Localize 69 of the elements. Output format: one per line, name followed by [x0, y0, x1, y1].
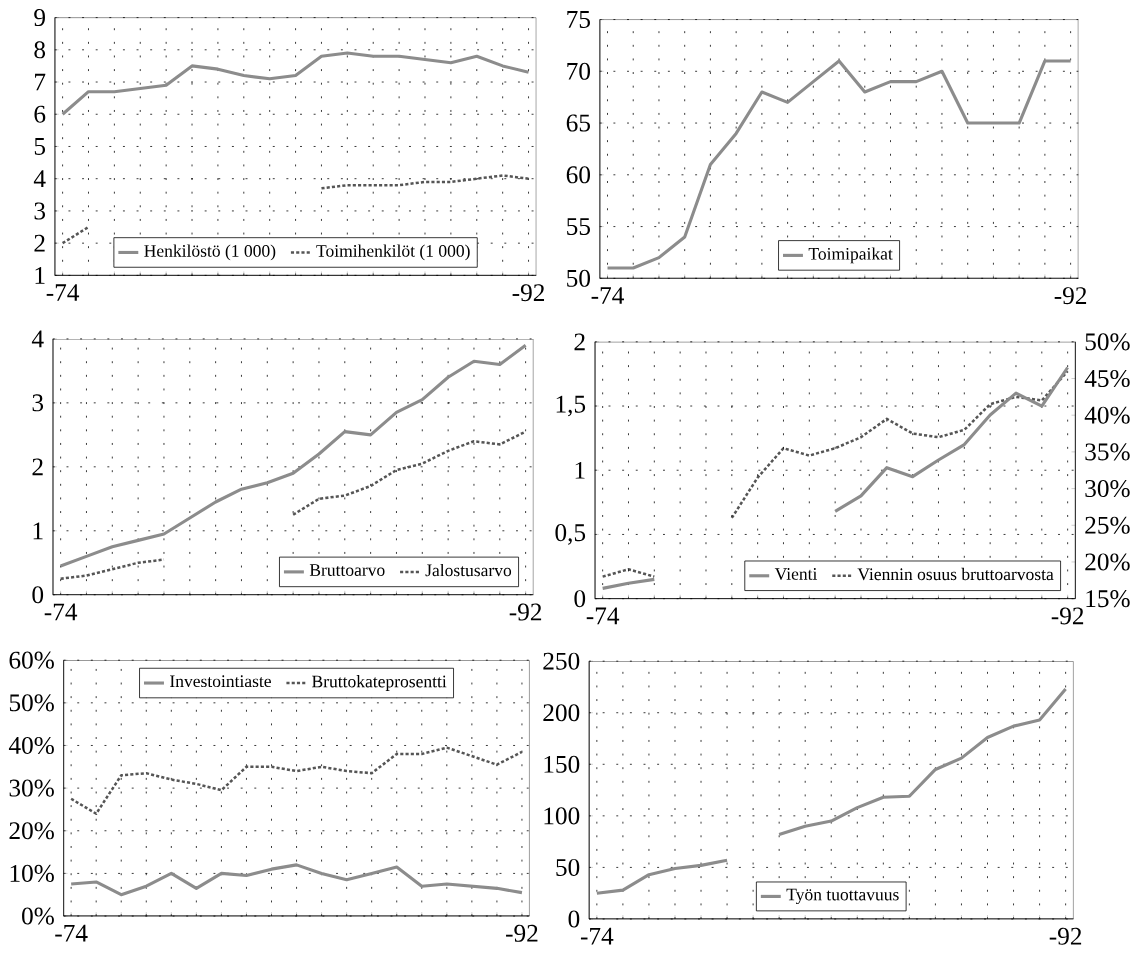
legend-label: Bruttokateprosentti: [312, 674, 447, 691]
y-tick-label: 0: [574, 590, 586, 608]
y-tick-label: 2: [574, 333, 585, 351]
x-tick-label: -92: [512, 284, 545, 302]
y-tick-label: 7: [35, 73, 46, 91]
x-tick-label: -74: [580, 927, 614, 945]
y-tick-label: 20%: [9, 822, 54, 840]
y-tick-label: 60%: [9, 651, 54, 669]
y2-tick-label: 45%: [1084, 369, 1130, 387]
y2-tick-label: 35%: [1085, 443, 1130, 461]
legend-label: Toimihenkilöt (1 000): [316, 244, 470, 261]
y2-tick-label: 50%: [1085, 333, 1130, 351]
y-tick-label: 40%: [8, 736, 54, 754]
y2-tick-label: 25%: [1085, 516, 1130, 534]
y-tick-label: 150: [544, 755, 580, 773]
y-tick-label: 8: [34, 41, 46, 59]
y2-tick-label: 30%: [1085, 479, 1130, 498]
legend-label: Investointiaste: [170, 675, 271, 688]
y-tick-label: 0: [32, 586, 44, 604]
y-tick-label: 2: [34, 234, 45, 252]
y-tick-label: 9: [34, 8, 45, 26]
x-tick-label: -74: [55, 924, 88, 942]
legend-label: Jalostusarvo: [425, 563, 512, 577]
legend-label: Työn tuottavuus: [786, 888, 899, 904]
x-tick-label: -74: [46, 284, 80, 301]
y-tick-label: 2: [32, 458, 43, 476]
y2-tick-label: 15%: [1086, 589, 1130, 608]
y-tick-label: 65: [566, 114, 590, 132]
y-tick-label: 1: [575, 461, 585, 479]
y-tick-label: 4: [33, 170, 46, 187]
x-tick-label: -74: [586, 607, 620, 625]
legend-label: Toimipaikat: [808, 247, 893, 264]
x-tick-label: -74: [44, 603, 78, 621]
legend-label: Viennin osuus bruttoarvosta: [857, 567, 1054, 581]
y-tick-label: 200: [543, 704, 580, 722]
y-tick-label: 1: [33, 522, 43, 540]
y-tick-label: 1: [35, 266, 45, 284]
x-tick-label: -92: [1049, 927, 1082, 945]
x-tick-label: -92: [506, 924, 538, 942]
y2-tick-label: 40%: [1084, 406, 1130, 424]
y-tick-label: 30%: [9, 779, 54, 797]
y-tick-label: 55: [567, 218, 590, 235]
line-series: [61, 51, 531, 116]
y-tick-label: 0%: [22, 907, 54, 925]
y-tick-label: 0,5: [555, 523, 586, 545]
y-tick-label: 10%: [10, 864, 54, 882]
y-tick-label: 0: [568, 910, 580, 928]
y-tick-label: 250: [543, 652, 580, 670]
y-tick-label: 3: [34, 202, 46, 220]
legend-label: Vienti: [774, 567, 818, 580]
y-tick-label: 75: [567, 11, 590, 28]
y-tick-label: 50: [567, 269, 591, 287]
x-tick-label: -92: [1051, 607, 1084, 625]
y-tick-label: 50%: [9, 694, 54, 712]
legend-label: Bruttoarvo: [309, 564, 385, 576]
y-tick-label: 3: [32, 394, 44, 412]
y-tick-label: 60: [566, 166, 591, 184]
y-tick-label: 50: [556, 858, 580, 876]
x-tick-label: -92: [1054, 287, 1087, 305]
legend-label: Henkilöstö (1 000): [144, 244, 276, 261]
y-tick-label: 100: [544, 807, 580, 825]
x-tick-label: -92: [509, 603, 542, 621]
y-tick-label: 1,5: [556, 395, 586, 417]
y-tick-label: 6: [34, 105, 46, 123]
y-tick-label: 70: [567, 62, 591, 80]
y-tick-label: 5: [34, 137, 46, 155]
y-tick-label: 4: [31, 330, 44, 348]
x-tick-label: -74: [591, 287, 624, 304]
y2-tick-label: 20%: [1085, 553, 1130, 571]
